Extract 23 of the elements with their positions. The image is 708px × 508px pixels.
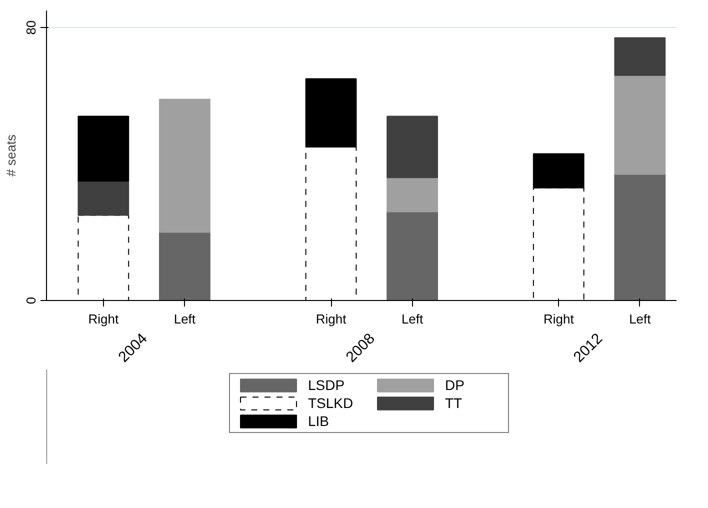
x-tick-label: Left xyxy=(401,312,424,326)
x-tick-label: Right xyxy=(316,312,347,326)
x-tick-label: Right xyxy=(88,312,119,326)
bar xyxy=(614,37,666,76)
bar xyxy=(386,116,438,178)
bar xyxy=(386,211,438,300)
x-tick-label: Left xyxy=(629,312,652,326)
y-tick-label: 80 xyxy=(24,20,38,35)
y-axis-title: # seats xyxy=(4,134,18,176)
bar xyxy=(158,98,210,233)
bar xyxy=(158,232,210,300)
x-tick-label: Left xyxy=(174,312,196,326)
y-tick-label: 0 xyxy=(24,296,38,304)
legend-label: TT xyxy=(445,395,464,411)
x-tick-label: Right xyxy=(543,312,574,326)
bar xyxy=(386,177,438,212)
bar xyxy=(614,74,666,175)
legend-label: DP xyxy=(445,377,466,393)
legend-label: LIB xyxy=(308,413,330,429)
bar xyxy=(614,174,666,300)
bar xyxy=(78,116,130,182)
legend-label: LSDP xyxy=(308,377,346,393)
legend-label: TSLKD xyxy=(308,395,354,411)
